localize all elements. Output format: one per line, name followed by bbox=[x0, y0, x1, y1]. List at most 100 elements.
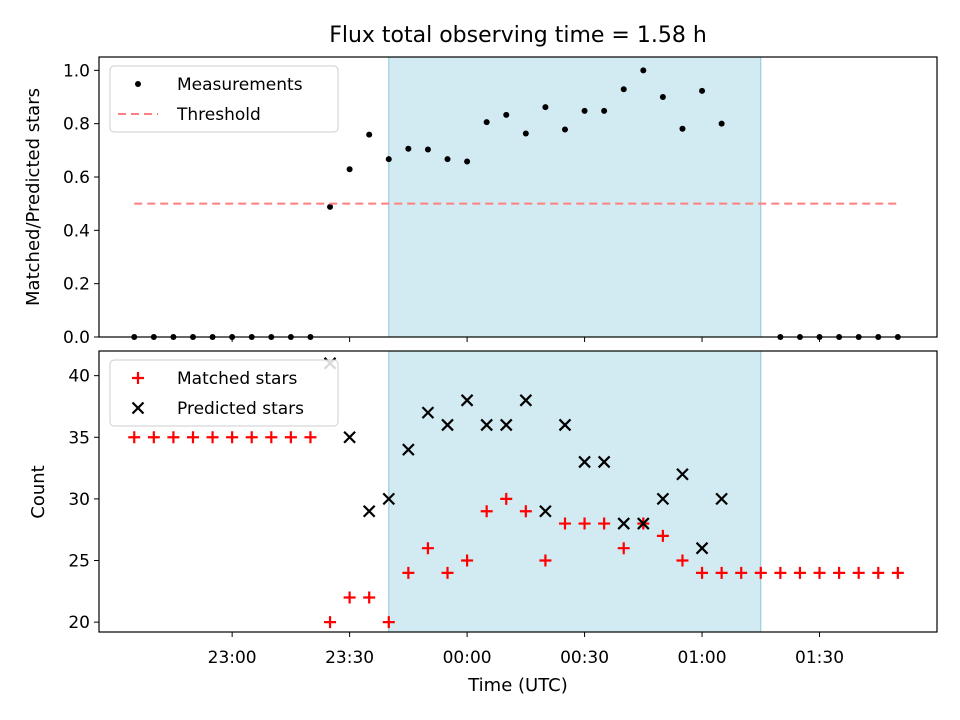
y-tick-label: 1.0 bbox=[63, 61, 90, 81]
predicted-stars-point bbox=[362, 504, 376, 518]
matched-stars-point bbox=[265, 431, 278, 444]
measurement-point bbox=[522, 130, 529, 137]
predicted-stars-point bbox=[578, 455, 591, 469]
predicted-stars-point bbox=[715, 492, 728, 506]
predicted-stars-point bbox=[539, 504, 552, 518]
predicted-stars-point bbox=[597, 455, 611, 469]
predicted-stars-point bbox=[343, 430, 356, 444]
matched-stars-point bbox=[343, 591, 356, 604]
measurement-point bbox=[699, 87, 706, 94]
matched-stars-point bbox=[735, 566, 748, 579]
matched-stars-point bbox=[284, 431, 297, 444]
axes-frame bbox=[98, 56, 938, 338]
measurement-point bbox=[366, 131, 373, 138]
measurement-point bbox=[424, 146, 431, 153]
predicted-stars-point bbox=[676, 467, 689, 481]
matched-stars-point bbox=[852, 566, 865, 579]
matched-stars-point bbox=[539, 554, 552, 567]
matched-stars-point bbox=[324, 616, 337, 629]
predicted-stars-point bbox=[637, 517, 650, 530]
matched-stars-point bbox=[226, 431, 239, 444]
predicted-stars-point bbox=[421, 406, 435, 419]
legend-marker-plus bbox=[132, 372, 144, 384]
matched-stars-point bbox=[363, 591, 376, 604]
predicted-stars-point bbox=[402, 443, 415, 456]
measurement-point bbox=[346, 166, 353, 173]
matched-stars-point bbox=[558, 517, 571, 530]
matched-stars-point bbox=[833, 566, 846, 579]
matched-stars-point bbox=[167, 431, 180, 444]
predicted-stars-point bbox=[656, 492, 670, 506]
chart-title: Flux total observing time = 1.58 h bbox=[329, 23, 707, 48]
measurement-point bbox=[385, 156, 392, 163]
y-tick-label: 25 bbox=[68, 552, 90, 572]
measurement-point bbox=[640, 67, 647, 74]
bottom-panel-counts: 20 25 30 35 40 23:00 23:30 00:00 00:30 01:00 01:30… bbox=[68, 350, 938, 668]
measurement-point bbox=[503, 111, 510, 118]
matched-stars-point bbox=[147, 431, 160, 444]
matched-stars-point bbox=[461, 554, 474, 567]
predicted-stars-point bbox=[617, 517, 631, 530]
measurement-point bbox=[405, 145, 412, 152]
matched-stars-point bbox=[754, 566, 767, 579]
y-tick-label: 35 bbox=[68, 428, 90, 448]
y-tick-label: 30 bbox=[68, 490, 90, 510]
matched-stars-point bbox=[774, 566, 787, 579]
matched-stars-point bbox=[382, 616, 395, 629]
matched-stars-point bbox=[578, 517, 591, 530]
observing-window-band bbox=[388, 350, 762, 633]
matched-stars-point bbox=[872, 566, 885, 579]
matched-stars-point bbox=[676, 554, 689, 567]
matched-stars-point bbox=[500, 492, 513, 505]
x-tick-label: 00:30 bbox=[560, 648, 609, 668]
predicted-stars-point bbox=[519, 394, 533, 407]
matched-stars-point bbox=[519, 505, 532, 518]
matched-stars-point bbox=[891, 566, 904, 579]
matched-stars-point bbox=[793, 566, 806, 579]
measurement-point bbox=[620, 86, 627, 93]
y-tick-label: 40 bbox=[68, 367, 90, 387]
observing-window-band bbox=[388, 56, 762, 338]
measurement-point bbox=[561, 126, 568, 133]
x-tick-label: 01:30 bbox=[795, 648, 844, 668]
legend-label: Matched stars bbox=[177, 369, 297, 389]
measurement-point bbox=[581, 107, 588, 114]
measurement-point bbox=[464, 158, 471, 165]
x-tick-label: 00:00 bbox=[443, 648, 492, 668]
measurement-point bbox=[444, 156, 451, 163]
axes-frame bbox=[98, 350, 938, 633]
bottom-y-axis-label: Count bbox=[28, 465, 49, 518]
x-tick-label: 23:30 bbox=[325, 648, 374, 668]
matched-stars-point bbox=[656, 529, 669, 542]
top-y-axis-label: Matched/Predicted stars bbox=[23, 88, 44, 306]
legend-label: Measurements bbox=[177, 75, 303, 95]
legend-label: Threshold bbox=[176, 105, 261, 125]
matched-stars-point bbox=[206, 431, 219, 444]
predicted-stars-point bbox=[499, 418, 513, 432]
predicted-stars-point bbox=[558, 418, 572, 432]
matched-stars-point bbox=[421, 542, 434, 555]
legend-box bbox=[109, 359, 339, 427]
y-tick-label: 0.2 bbox=[63, 275, 90, 295]
x-axis-label: Time (UTC) bbox=[467, 675, 568, 696]
predicted-stars-point bbox=[480, 418, 493, 432]
measurement-point bbox=[601, 107, 608, 114]
y-tick-label: 0.8 bbox=[63, 115, 90, 135]
measurement-point bbox=[542, 104, 549, 111]
matched-stars-point bbox=[598, 517, 611, 530]
measurement-point bbox=[659, 94, 666, 100]
matched-stars-point bbox=[402, 566, 415, 579]
matched-stars-point bbox=[480, 505, 493, 518]
measurement-point bbox=[327, 203, 334, 210]
measurement-point bbox=[483, 119, 490, 126]
predicted-stars-point bbox=[382, 492, 396, 506]
legend-marker-x bbox=[131, 401, 145, 415]
predicted-stars-point bbox=[460, 394, 474, 407]
x-tick-label: 23:00 bbox=[208, 648, 257, 668]
y-tick-label: 0.0 bbox=[63, 328, 90, 348]
predicted-stars-point bbox=[441, 418, 454, 432]
legend-marker-dot bbox=[135, 81, 141, 87]
legend: Matched stars Predicted stars bbox=[109, 359, 339, 427]
legend: Measurements Threshold bbox=[109, 65, 339, 133]
matched-stars-point bbox=[304, 431, 317, 444]
